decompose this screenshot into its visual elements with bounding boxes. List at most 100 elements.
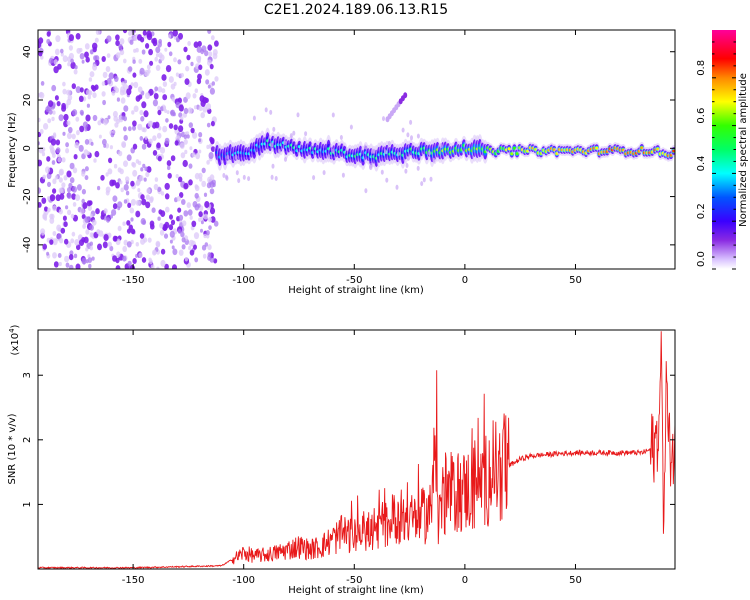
- noise-blob: [156, 266, 160, 269]
- noise-blob: [61, 157, 66, 163]
- noise-blob: [88, 77, 93, 82]
- noise-blob: [79, 87, 84, 93]
- ridge-speckle: [327, 154, 331, 160]
- noise-blob: [198, 211, 203, 218]
- noise-blob: [138, 58, 143, 64]
- colorbar-tick-label: 0.4: [696, 155, 707, 171]
- noise-blob: [146, 64, 151, 70]
- noise-blob: [130, 217, 134, 222]
- ridge-speckle: [289, 133, 293, 139]
- noise-blob: [119, 180, 123, 185]
- noise-blob: [143, 177, 147, 182]
- noise-blob: [85, 114, 91, 122]
- noise-blob: [140, 218, 146, 225]
- noise-blob: [72, 167, 78, 174]
- noise-blob: [111, 209, 117, 216]
- noise-blob: [124, 79, 127, 84]
- noise-blob: [192, 93, 197, 99]
- noise-blob: [150, 264, 155, 269]
- noise-blob: [142, 163, 146, 168]
- noise-blob: [52, 205, 57, 212]
- noise-blob: [137, 160, 142, 166]
- noise-blob: [152, 135, 157, 142]
- noise-blob: [168, 123, 174, 129]
- noise-blob: [94, 37, 99, 43]
- noise-blob: [188, 179, 193, 186]
- noise-blob: [67, 209, 72, 216]
- noise-blob: [68, 45, 73, 51]
- noise-blob: [203, 233, 207, 239]
- noise-blob: [67, 187, 71, 193]
- noise-blob: [103, 208, 108, 214]
- noise-blob: [194, 185, 200, 192]
- noise-blob: [168, 76, 174, 83]
- noise-blob: [178, 104, 184, 112]
- noise-blob: [169, 214, 173, 220]
- noise-blob: [87, 94, 92, 100]
- noise-blob: [132, 143, 138, 150]
- noise-blob: [133, 35, 138, 42]
- noise-blob: [66, 132, 72, 140]
- noise-blob: [81, 198, 85, 204]
- noise-blob: [38, 117, 41, 123]
- noise-blob: [53, 132, 57, 137]
- noise-blob: [100, 174, 105, 181]
- noise-blob: [68, 264, 74, 269]
- noise-blob: [62, 55, 68, 63]
- noise-blob: [162, 94, 168, 101]
- noise-blob: [58, 168, 64, 176]
- noise-blob: [84, 175, 89, 181]
- noise-blob: [76, 184, 82, 191]
- ridge-speckle: [222, 173, 226, 178]
- noise-blob: [61, 182, 66, 188]
- noise-blob: [178, 125, 184, 133]
- noise-blob: [199, 177, 203, 182]
- noise-blob: [169, 239, 173, 244]
- noise-blob: [139, 109, 144, 116]
- noise-blob: [198, 149, 202, 154]
- noise-blob: [168, 224, 174, 231]
- noise-blob: [38, 93, 41, 98]
- noise-blob: [135, 95, 141, 102]
- noise-blob: [65, 262, 70, 268]
- noise-blob: [84, 51, 89, 58]
- noise-blob: [156, 142, 161, 149]
- noise-blob: [130, 228, 136, 235]
- noise-blob: [214, 76, 219, 82]
- noise-blob: [112, 203, 118, 210]
- noise-blob: [123, 239, 128, 246]
- noise-blob: [49, 194, 56, 202]
- noise-blob: [84, 139, 90, 145]
- noise-blob: [171, 97, 175, 102]
- noise-blob: [58, 177, 63, 183]
- noise-blob: [189, 215, 193, 220]
- ridge-speckle: [234, 154, 238, 160]
- noise-blob: [160, 191, 165, 196]
- noise-blob: [93, 158, 97, 163]
- noise-blob: [115, 40, 120, 47]
- noise-blob: [106, 78, 112, 85]
- noise-blob: [123, 184, 129, 191]
- noise-blob: [54, 95, 59, 101]
- noise-blob: [70, 238, 75, 244]
- noise-blob: [209, 63, 214, 70]
- noise-blob: [200, 228, 203, 233]
- noise-blob: [92, 114, 98, 122]
- noise-blob: [210, 35, 215, 41]
- noise-blob: [178, 214, 184, 221]
- noise-blob: [133, 81, 139, 89]
- ridge-speckle: [270, 174, 274, 180]
- noise-blob: [120, 187, 124, 193]
- noise-blob: [46, 38, 51, 45]
- noise-blob: [164, 137, 170, 145]
- noise-blob: [168, 51, 173, 57]
- noise-blob: [131, 110, 135, 115]
- noise-blob: [84, 127, 88, 132]
- ridge-speckle: [242, 174, 246, 180]
- noise-blob: [178, 249, 184, 256]
- noise-blob: [85, 247, 89, 252]
- noise-blob: [205, 103, 212, 110]
- noise-blob: [71, 231, 76, 237]
- noise-blob: [188, 163, 193, 169]
